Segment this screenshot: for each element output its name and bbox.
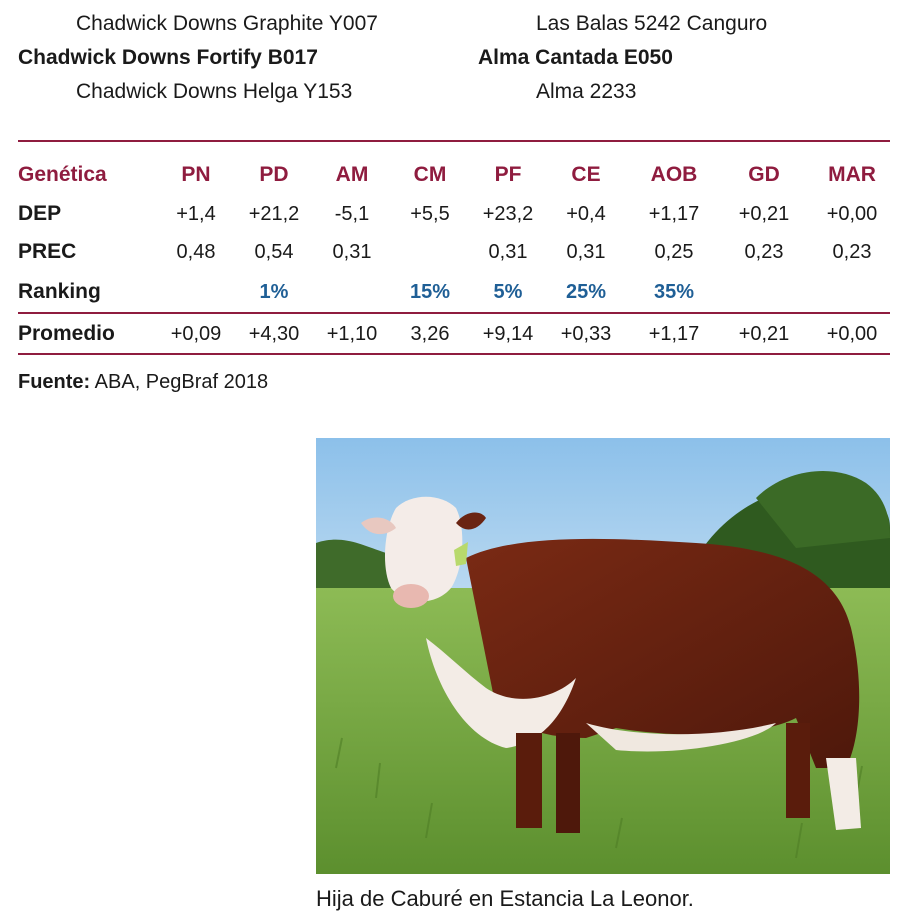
table-cell-promedio-gd: +0,21 (738, 323, 790, 345)
table-cell-dep-cm: +5,5 (410, 203, 450, 225)
table-top-rule (18, 140, 890, 142)
table-mid-rule (18, 312, 890, 314)
col-header-mar: MAR (828, 163, 876, 186)
pedigree-right-dam: Alma 2233 (536, 80, 637, 103)
table-cell-prec-ce: 0,31 (566, 241, 606, 263)
table-cell-dep-pf: +23,2 (482, 203, 534, 225)
source-label: Fuente: (18, 371, 91, 393)
table-cell-dep-pd: +21,2 (248, 203, 300, 225)
row-label-dep: DEP (18, 202, 62, 225)
table-cell-promedio-cm: 3,26 (410, 323, 450, 345)
row-label-prec: PREC (18, 240, 77, 263)
table-cell-promedio-aob: +1,17 (648, 323, 700, 345)
col-header-ce: CE (571, 163, 601, 186)
table-cell-prec-mar: 0,23 (832, 241, 872, 263)
photo-caption: Hija de Caburé en Estancia La Leonor. (316, 886, 694, 911)
table-cell-promedio-mar: +0,00 (826, 323, 878, 345)
table-cell-dep-aob: +1,17 (648, 203, 700, 225)
table-cell-dep-ce: +0,4 (566, 203, 606, 225)
pedigree-left-sire: Chadwick Downs Graphite Y007 (76, 12, 378, 35)
table-cell-promedio-pn: +0,09 (170, 323, 222, 345)
table-cell-promedio-pf: +9,14 (482, 323, 534, 345)
col-header-gd: GD (748, 163, 780, 186)
pedigree-right-main: Alma Cantada E050 (478, 46, 673, 69)
table-cell-ranking-cm: 15% (409, 281, 451, 303)
col-header-pn: PN (181, 163, 211, 186)
col-header-pd: PD (259, 163, 289, 186)
hereford-heifer-photo (316, 438, 890, 874)
source-text: ABA, PegBraf 2018 (94, 371, 269, 393)
pedigree-right-sire: Las Balas 5242 Canguro (536, 12, 768, 35)
table-cell-prec-gd: 0,23 (744, 241, 784, 263)
table-cell-dep-pn: +1,4 (176, 203, 216, 225)
table-cell-dep-mar: +0,00 (826, 203, 878, 225)
table-cell-prec-aob: 0,25 (654, 241, 694, 263)
table-cell-dep-am: -5,1 (334, 203, 370, 225)
col-header-am: AM (335, 163, 369, 186)
table-header-label: Genética (18, 163, 107, 186)
table-bottom-rule (18, 353, 890, 355)
table-cell-prec-am: 0,31 (332, 241, 372, 263)
source-line: Fuente: ABA, PegBraf 2018 (18, 370, 268, 394)
table-cell-prec-pd: 0,54 (254, 241, 294, 263)
pedigree-left-dam: Chadwick Downs Helga Y153 (76, 80, 353, 103)
table-cell-ranking-pf: 5% (493, 281, 523, 303)
col-header-aob: AOB (650, 163, 698, 186)
row-label-ranking: Ranking (18, 280, 101, 303)
col-header-cm: CM (413, 163, 447, 186)
col-header-pf: PF (494, 163, 522, 186)
table-cell-dep-gd: +0,21 (738, 203, 790, 225)
table-cell-ranking-pd: 1% (259, 281, 289, 303)
table-cell-prec-pn: 0,48 (176, 241, 216, 263)
row-label-promedio: Promedio (18, 322, 115, 345)
table-cell-ranking-ce: 25% (565, 281, 607, 303)
table-cell-promedio-ce: +0,33 (560, 323, 612, 345)
table-cell-promedio-pd: +4,30 (248, 323, 300, 345)
table-cell-prec-pf: 0,31 (488, 241, 528, 263)
pedigree-left-main: Chadwick Downs Fortify B017 (18, 46, 318, 69)
table-cell-ranking-aob: 35% (653, 281, 695, 303)
table-cell-promedio-am: +1,10 (326, 323, 378, 345)
